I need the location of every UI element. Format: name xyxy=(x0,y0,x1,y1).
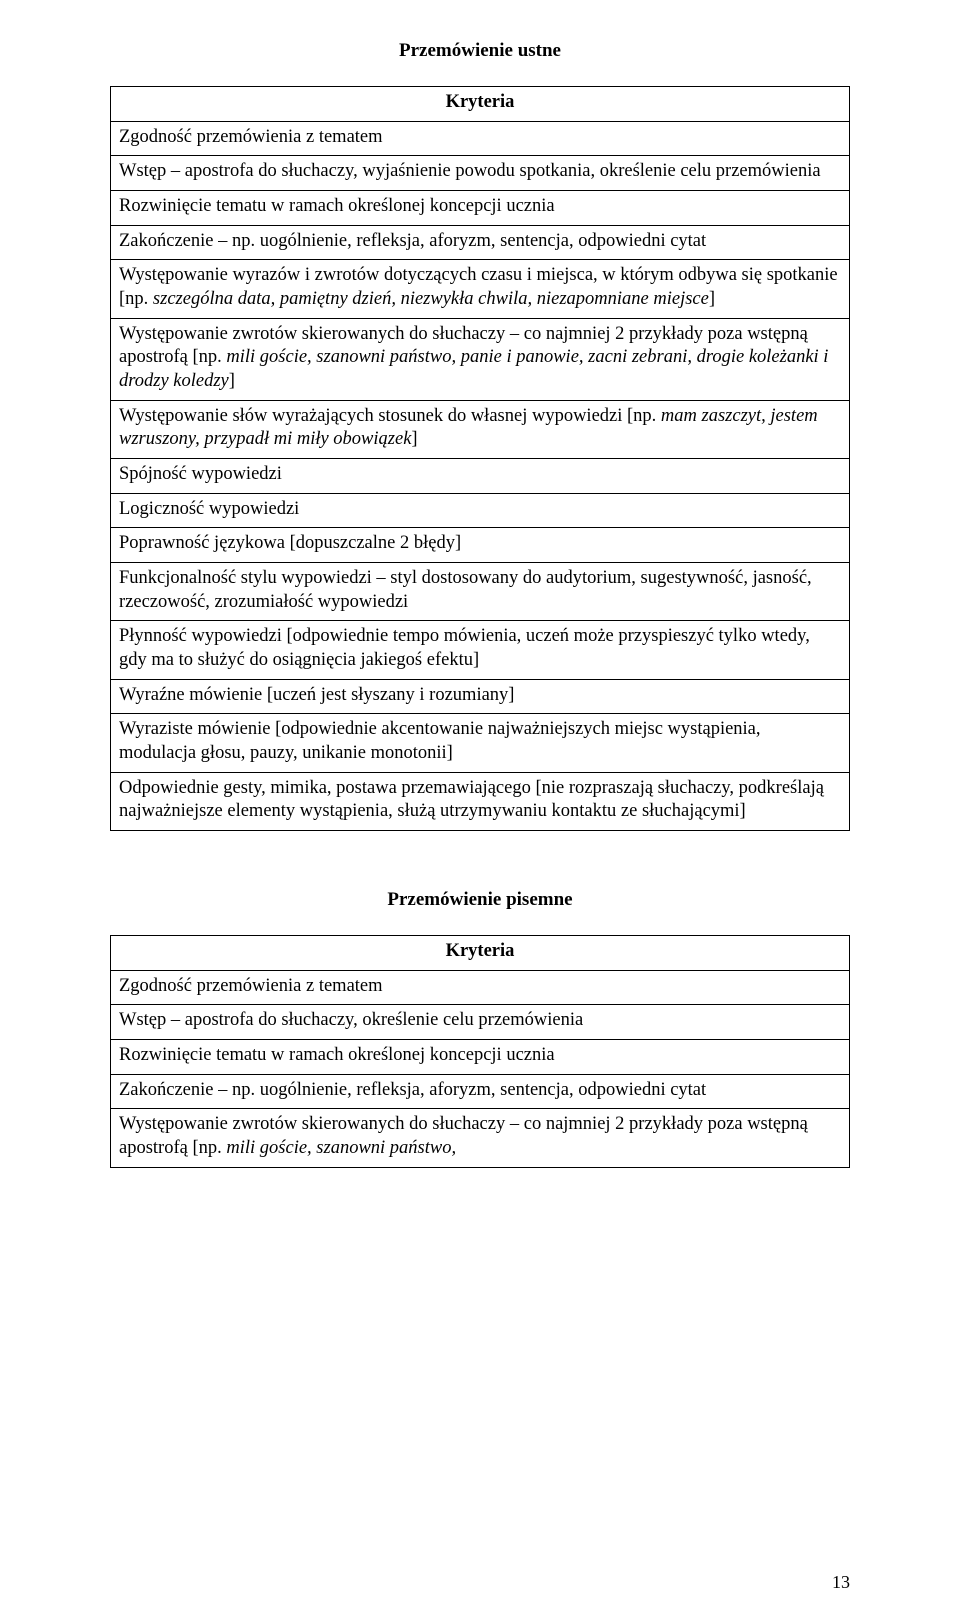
table-row: Występowanie zwrotów skierowanych do słu… xyxy=(111,1109,850,1167)
table-row: Występowanie wyrazów i zwrotów dotyczący… xyxy=(111,260,850,318)
table-row: Płynność wypowiedzi [odpowiednie tempo m… xyxy=(111,621,850,679)
table-row: Logiczność wypowiedzi xyxy=(111,493,850,528)
table-row: Zakończenie – np. uogólnienie, refleksja… xyxy=(111,225,850,260)
criteria-cell: Zakończenie – np. uogólnienie, refleksja… xyxy=(111,225,850,260)
text-fragment: Występowanie słów wyrażających stosunek … xyxy=(119,406,661,426)
italic-text: mili goście, szanowni państwo, panie i p… xyxy=(119,347,828,391)
criteria-cell: Występowanie wyrazów i zwrotów dotyczący… xyxy=(111,260,850,318)
table-row: Kryteria xyxy=(111,936,850,971)
criteria-cell: Występowanie zwrotów skierowanych do słu… xyxy=(111,318,850,400)
table-row: Występowanie zwrotów skierowanych do słu… xyxy=(111,318,850,400)
criteria-cell: Spójność wypowiedzi xyxy=(111,459,850,494)
table-row: Występowanie słów wyrażających stosunek … xyxy=(111,400,850,458)
italic-text: szczególna data, pamiętny dzień, niezwyk… xyxy=(153,289,709,309)
table-row: Wstęp – apostrofa do słuchaczy, wyjaśnie… xyxy=(111,156,850,191)
criteria-cell: Funkcjonalność stylu wypowiedzi – styl d… xyxy=(111,563,850,621)
table-row: Poprawność językowa [dopuszczalne 2 błęd… xyxy=(111,528,850,563)
table-row: Rozwinięcie tematu w ramach określonej k… xyxy=(111,191,850,226)
criteria-cell: Odpowiednie gesty, mimika, postawa przem… xyxy=(111,772,850,830)
document-page: Przemówienie ustne Kryteria Zgodność prz… xyxy=(0,0,960,1621)
table-row: Zgodność przemówienia z tematem xyxy=(111,970,850,1005)
table-row: Zakończenie – np. uogólnienie, refleksja… xyxy=(111,1074,850,1109)
text-fragment: ] xyxy=(709,289,715,309)
criteria-cell: Występowanie słów wyrażających stosunek … xyxy=(111,400,850,458)
table-row: Rozwinięcie tematu w ramach określonej k… xyxy=(111,1040,850,1075)
criteria-cell: Zgodność przemówienia z tematem xyxy=(111,970,850,1005)
criteria-header: Kryteria xyxy=(111,936,850,971)
criteria-header: Kryteria xyxy=(111,87,850,122)
criteria-cell: Logiczność wypowiedzi xyxy=(111,493,850,528)
criteria-cell: Zgodność przemówienia z tematem xyxy=(111,121,850,156)
section-heading-1: Przemówienie ustne xyxy=(110,40,850,62)
criteria-cell: Wyraziste mówienie [odpowiednie akcentow… xyxy=(111,714,850,772)
criteria-cell: Poprawność językowa [dopuszczalne 2 błęd… xyxy=(111,528,850,563)
criteria-cell: Wstęp – apostrofa do słuchaczy, określen… xyxy=(111,1005,850,1040)
text-fragment: ] xyxy=(411,429,417,449)
criteria-cell: Wyraźne mówienie [uczeń jest słyszany i … xyxy=(111,679,850,714)
criteria-table-1: Kryteria Zgodność przemówienia z tematem… xyxy=(110,86,850,831)
table-row: Funkcjonalność stylu wypowiedzi – styl d… xyxy=(111,563,850,621)
italic-text: mili goście, szanowni państwo, xyxy=(226,1138,456,1158)
criteria-cell: Wstęp – apostrofa do słuchaczy, wyjaśnie… xyxy=(111,156,850,191)
criteria-cell: Zakończenie – np. uogólnienie, refleksja… xyxy=(111,1074,850,1109)
table-row: Wyraźne mówienie [uczeń jest słyszany i … xyxy=(111,679,850,714)
table-row: Odpowiednie gesty, mimika, postawa przem… xyxy=(111,772,850,830)
criteria-cell: Występowanie zwrotów skierowanych do słu… xyxy=(111,1109,850,1167)
section-heading-2: Przemówienie pisemne xyxy=(110,889,850,911)
criteria-cell: Rozwinięcie tematu w ramach określonej k… xyxy=(111,1040,850,1075)
table-row: Wyraziste mówienie [odpowiednie akcentow… xyxy=(111,714,850,772)
table-row: Spójność wypowiedzi xyxy=(111,459,850,494)
page-number: 13 xyxy=(832,1572,850,1593)
text-fragment: Występowanie zwrotów skierowanych do słu… xyxy=(119,1114,808,1158)
table-row: Kryteria xyxy=(111,87,850,122)
table-row: Wstęp – apostrofa do słuchaczy, określen… xyxy=(111,1005,850,1040)
criteria-table-2: Kryteria Zgodność przemówienia z tematem… xyxy=(110,935,850,1168)
table-row: Zgodność przemówienia z tematem xyxy=(111,121,850,156)
text-fragment: ] xyxy=(229,371,235,391)
criteria-cell: Rozwinięcie tematu w ramach określonej k… xyxy=(111,191,850,226)
criteria-cell: Płynność wypowiedzi [odpowiednie tempo m… xyxy=(111,621,850,679)
